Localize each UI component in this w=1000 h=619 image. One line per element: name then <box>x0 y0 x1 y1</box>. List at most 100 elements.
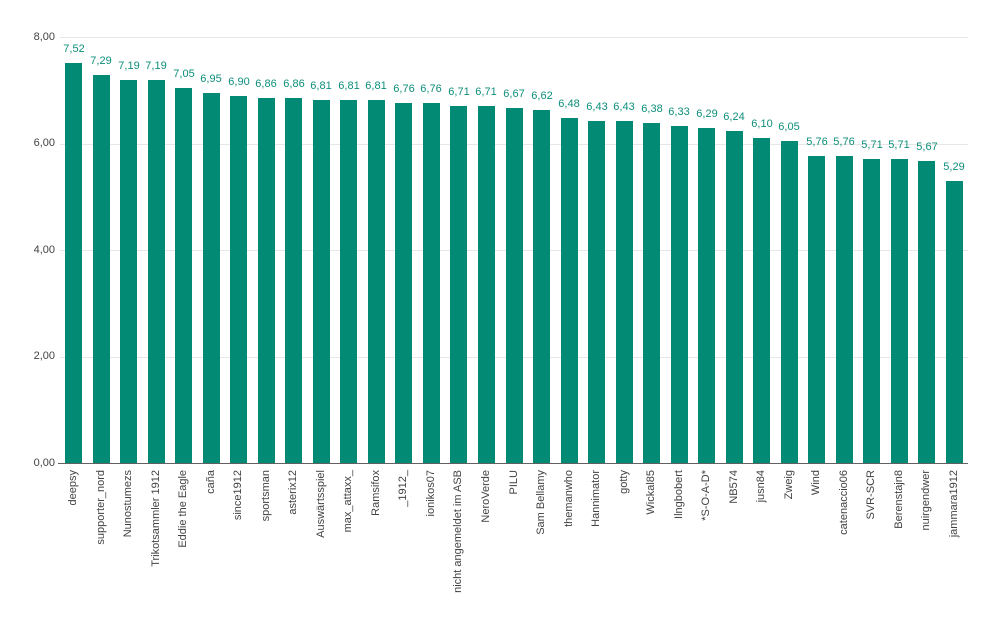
bar <box>423 103 440 463</box>
x-axis-category-label: _1912_ <box>397 470 409 507</box>
bar-value-label: 6,43 <box>586 101 608 113</box>
bar-value-label: 6,10 <box>751 118 773 130</box>
bar <box>368 100 385 463</box>
bar <box>148 80 165 463</box>
bar <box>671 126 688 463</box>
bar <box>918 161 935 463</box>
x-axis-category-label: since1912 <box>232 470 244 521</box>
bar <box>203 93 220 463</box>
bar <box>781 141 798 463</box>
bar-value-label: 6,71 <box>475 86 497 98</box>
bar <box>313 100 330 463</box>
bar-value-label: 6,62 <box>531 90 553 102</box>
bar-value-label: 7,29 <box>90 55 112 67</box>
bar-value-label: 6,33 <box>668 106 690 118</box>
bar <box>175 88 192 463</box>
bar <box>726 131 743 463</box>
x-axis-category-label: catenaccio06 <box>838 470 850 535</box>
x-axis-category-label: asterix12 <box>287 470 299 515</box>
bar-value-label: 6,81 <box>338 80 360 92</box>
bar <box>946 181 963 463</box>
bar-value-label: 5,67 <box>916 141 938 153</box>
x-axis-category-label: Wickal85 <box>645 470 657 515</box>
x-axis-category-label: Hannimator <box>590 470 602 527</box>
x-axis-category-label: Zweig <box>783 470 795 500</box>
bar <box>506 108 523 463</box>
bar-value-label: 7,19 <box>118 60 140 72</box>
x-axis-line <box>58 463 968 464</box>
y-axis-tick-label: 6,00 <box>33 137 55 149</box>
x-axis-category-label: *S-O-A-D* <box>700 470 712 521</box>
x-axis-category-label: nuirgendwer <box>920 470 932 531</box>
bar <box>808 156 825 463</box>
x-axis-category-label: NeroVerde <box>480 470 492 523</box>
bar-value-label: 6,90 <box>228 76 250 88</box>
x-axis-category-label: Sam Bellamy <box>535 470 547 535</box>
x-axis-category-label: max_attaxx_ <box>342 470 354 533</box>
bar <box>698 128 715 463</box>
x-axis-category-label: nicht angemeldet im ASB <box>452 470 464 593</box>
x-axis-category-label: supporter_nord <box>95 470 107 545</box>
bar <box>588 121 605 463</box>
y-axis-tick-label: 8,00 <box>33 31 55 43</box>
bar <box>258 98 275 463</box>
x-axis-category-label: caña <box>205 470 217 494</box>
bar-value-label: 5,71 <box>861 139 883 151</box>
bar-value-label: 6,29 <box>696 108 718 120</box>
bar-value-label: 6,95 <box>200 73 222 85</box>
bar-value-label: 6,67 <box>503 88 525 100</box>
y-axis-tick-label: 4,00 <box>33 244 55 256</box>
bar <box>643 123 660 463</box>
x-axis-category-label: deepsy <box>67 470 79 506</box>
bar <box>340 100 357 463</box>
x-axis-category-label: SVR-SCR <box>865 470 877 520</box>
x-axis-category-label: sportsman <box>260 470 272 522</box>
x-axis-category-label: gotty <box>618 470 630 494</box>
x-axis-category-label: Ramsifox <box>370 470 382 516</box>
bar <box>753 138 770 463</box>
bar <box>120 80 137 463</box>
x-axis-category-label: Trikotsammler 1912 <box>150 470 162 567</box>
x-axis-category-label: Nunostumezs <box>122 470 134 538</box>
bar <box>891 159 908 463</box>
bar-value-label: 6,38 <box>641 103 663 115</box>
bar-value-label: 6,81 <box>365 80 387 92</box>
x-axis-category-label: NB574 <box>728 470 740 504</box>
bar <box>836 156 853 463</box>
x-axis-category-label: jusn84 <box>755 470 767 503</box>
bar-value-label: 6,05 <box>778 121 800 133</box>
x-axis-category-label: Eddie the Eagle <box>177 470 189 548</box>
bar-value-label: 6,24 <box>723 111 745 123</box>
bar-value-label: 5,71 <box>888 139 910 151</box>
y-axis-tick-label: 2,00 <box>33 350 55 362</box>
bar <box>93 75 110 463</box>
gridline <box>60 37 968 38</box>
bar-value-label: 6,86 <box>255 78 277 90</box>
bar-value-label: 7,05 <box>173 68 195 80</box>
bar <box>65 63 82 463</box>
x-axis-category-label: Wind <box>810 470 822 496</box>
x-axis-category-label: jammara1912 <box>948 470 960 538</box>
bar <box>533 110 550 463</box>
bar <box>616 121 633 463</box>
bar-value-label: 6,43 <box>613 101 635 113</box>
bar-value-label: 7,19 <box>145 60 167 72</box>
bar-value-label: 6,76 <box>393 83 415 95</box>
bar-value-label: 7,52 <box>63 43 85 55</box>
bar-value-label: 6,86 <box>283 78 305 90</box>
bar-value-label: 5,76 <box>806 136 828 148</box>
bar-value-label: 5,76 <box>833 136 855 148</box>
bar-value-label: 5,29 <box>943 161 965 173</box>
bar-value-label: 6,71 <box>448 86 470 98</box>
x-axis-category-label: Ilngbobert <box>673 470 685 519</box>
x-axis-category-label: PILU <box>508 470 520 495</box>
bar <box>450 106 467 463</box>
bar <box>478 106 495 463</box>
bar-value-label: 6,76 <box>420 83 442 95</box>
bar-value-label: 6,81 <box>310 80 332 92</box>
x-axis-category-label: Berenstajn8 <box>893 470 905 529</box>
y-axis-tick-label: 0,00 <box>33 457 55 469</box>
x-axis-category-label: ionikos07 <box>425 470 437 517</box>
bar <box>395 103 412 463</box>
bar <box>863 159 880 463</box>
